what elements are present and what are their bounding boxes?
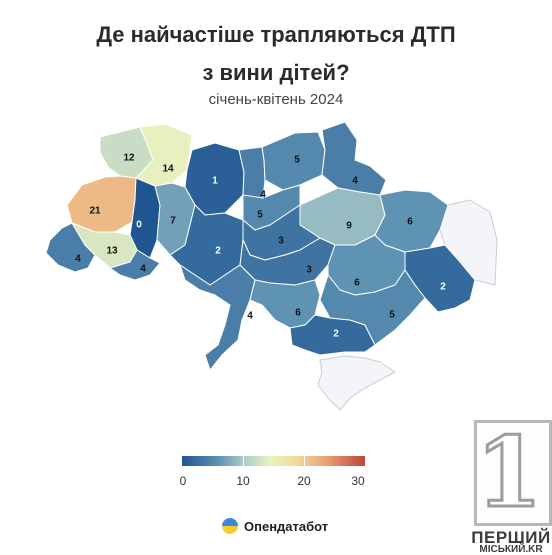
- scale-tick-0: 0: [179, 474, 187, 488]
- scale-divider: [243, 455, 244, 467]
- region-value-vinnytsia: 2: [215, 246, 221, 257]
- region-value-zhytomyr: 1: [212, 176, 218, 187]
- region-chernivtsi: [109, 249, 161, 281]
- chart-title-line2: з вини дітей?: [202, 60, 350, 85]
- scale-divider: [304, 455, 305, 467]
- region-zaporizhzhia: [319, 269, 426, 346]
- region-value-kyiv-oblast: 4: [260, 190, 266, 201]
- logo-digit: 1: [474, 415, 544, 531]
- region-value-odesa: 4: [247, 311, 253, 322]
- publisher-logo: 1 ПЕРШИЙ МІСЬКИЙ.KR: [470, 415, 552, 555]
- region-value-chernivtsi: 4: [140, 264, 146, 275]
- region-zakarpattia: [45, 222, 96, 273]
- region-value-lviv: 21: [89, 206, 101, 217]
- region-sumy: [321, 121, 387, 196]
- region-value-cherkasy: 3: [278, 236, 284, 247]
- brand: Опендатабот: [222, 518, 328, 534]
- logo-frame: [474, 420, 552, 526]
- logo-line1: ПЕРШИЙ: [471, 528, 551, 547]
- region-value-dnipropetrovsk: 6: [354, 278, 360, 289]
- region-value-kyiv-oblast-south: 5: [257, 210, 263, 221]
- region-value-zaporizhzhia: 5: [389, 310, 395, 321]
- region-crimea-nodata: [317, 355, 396, 411]
- region-value-donetsk: 2: [440, 282, 446, 293]
- color-scale-bar: [182, 456, 365, 466]
- region-value-khmelnytskyi: 7: [170, 216, 176, 227]
- region-value-ivano-frankivsk: 13: [106, 246, 118, 257]
- region-value-zakarpattia: 4: [75, 254, 81, 265]
- region-value-rivne: 14: [162, 164, 174, 175]
- region-value-kirovohrad: 3: [306, 265, 312, 276]
- region-value-kherson: 2: [333, 329, 339, 340]
- region-value-chernihiv: 5: [294, 155, 300, 166]
- region-value-volyn: 12: [123, 153, 135, 164]
- chart-title: Де найчастіше трапляються ДТП: [96, 22, 456, 47]
- scale-tick-10: 10: [236, 474, 250, 488]
- region-lviv: [66, 175, 137, 233]
- brand-label: Опендатабот: [244, 518, 329, 534]
- region-chernihiv: [261, 131, 326, 191]
- region-value-poltava: 9: [346, 221, 352, 232]
- logo-line2: МІСЬКИЙ.KR: [479, 544, 543, 555]
- chart-subtitle: січень-квітень 2024: [208, 91, 344, 108]
- scale-tick-30: 30: [351, 474, 365, 488]
- region-value-mykolaiv: 6: [295, 308, 301, 319]
- region-odesa: [179, 264, 256, 371]
- region-value-kharkiv: 6: [407, 217, 413, 228]
- region-value-sumy: 4: [352, 176, 358, 187]
- scale-tick-20: 20: [297, 474, 311, 488]
- region-luhansk-nodata: [439, 199, 498, 286]
- flag-circle-icon: [222, 518, 238, 534]
- region-value-ternopil: 0: [136, 220, 142, 231]
